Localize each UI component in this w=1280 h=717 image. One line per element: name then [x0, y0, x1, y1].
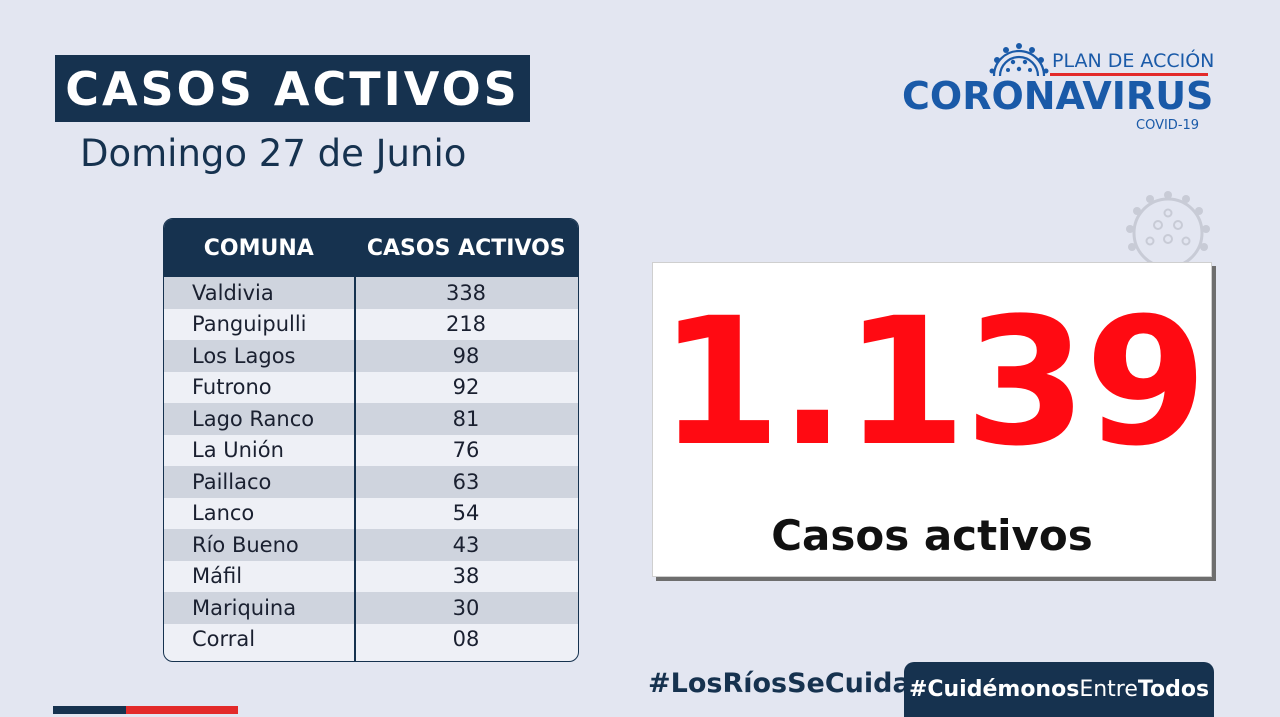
- comuna-cell: Futrono: [192, 375, 272, 400]
- casos-cell: 43: [452, 532, 480, 557]
- cases-table: COMUNA CASOS ACTIVOS Valdivia 338 Pangui…: [163, 218, 579, 662]
- comuna-cell: Valdivia: [192, 280, 274, 305]
- casos-cell: 338: [445, 280, 487, 305]
- hashtag-cuidemonos: #CuidémonosEntreTodos: [909, 677, 1209, 702]
- casos-cell: 08: [452, 627, 480, 652]
- logo-red-line: [1050, 73, 1208, 76]
- table-row: Lago Ranco 81: [164, 403, 578, 435]
- table-row: Corral 08: [164, 624, 578, 656]
- table-row: Mariquina 30: [164, 592, 578, 624]
- header-casos-activos: CASOS ACTIVOS: [366, 235, 566, 261]
- total-cases-label: Casos activos: [771, 511, 1093, 560]
- comuna-cell: Río Bueno: [192, 532, 299, 557]
- hashtag-cuidemonos-box: #CuidémonosEntreTodos: [904, 662, 1214, 717]
- hashtag-los-rios: #LosRíosSeCuida: [648, 668, 911, 699]
- comuna-cell: La Unión: [192, 438, 284, 463]
- comuna-cell: Lago Ranco: [192, 406, 315, 431]
- coronavirus-logo: PLAN DE ACCIÓN CORONAVIRUS COVID-19: [900, 38, 1220, 138]
- comuna-cell: Mariquina: [192, 595, 297, 620]
- date-subtitle: Domingo 27 de Junio: [80, 132, 467, 175]
- casos-cell: 38: [452, 564, 480, 589]
- hashtag-part-todos: Todos: [1137, 677, 1210, 702]
- column-divider: [354, 219, 356, 661]
- table-row: Los Lagos 98: [164, 340, 578, 372]
- logo-covid-text: COVID-19: [1136, 118, 1200, 133]
- table-header: COMUNA CASOS ACTIVOS: [164, 219, 578, 277]
- footer-bar-red: [126, 706, 238, 714]
- casos-cell: 76: [452, 438, 480, 463]
- total-cases-value: 1.139: [658, 280, 1208, 485]
- casos-cell: 63: [452, 469, 480, 494]
- total-cases-card: 1.139 Casos activos: [652, 262, 1212, 577]
- comuna-cell: Panguipulli: [192, 312, 307, 337]
- comuna-cell: Paillaco: [192, 469, 272, 494]
- hashtag-part-cuidemonos: #Cuidémonos: [908, 677, 1080, 702]
- table-row: Río Bueno 43: [164, 529, 578, 561]
- coronavirus-icon: [989, 43, 1049, 77]
- casos-cell: 92: [452, 375, 480, 400]
- casos-cell: 30: [452, 595, 480, 620]
- title-banner: CASOS ACTIVOS: [55, 55, 530, 122]
- comuna-cell: Los Lagos: [192, 343, 296, 368]
- table-row: Valdivia 338: [164, 277, 578, 309]
- comuna-cell: Lanco: [192, 501, 255, 526]
- footer-bar-navy: [53, 706, 126, 714]
- table-row: Panguipulli 218: [164, 309, 578, 341]
- table-row: Futrono 92: [164, 372, 578, 404]
- hashtag-part-entre: Entre: [1079, 677, 1138, 702]
- comuna-cell: Máfil: [192, 564, 243, 589]
- page-title: CASOS ACTIVOS: [65, 61, 520, 116]
- casos-cell: 218: [445, 312, 487, 337]
- coronavirus-icon: [1126, 191, 1210, 265]
- logo-plan-text: PLAN DE ACCIÓN: [1052, 50, 1215, 72]
- table-row: Lanco 54: [164, 498, 578, 530]
- table-row: Máfil 38: [164, 561, 578, 593]
- casos-cell: 54: [452, 501, 480, 526]
- table-row: La Unión 76: [164, 435, 578, 467]
- header-comuna: COMUNA: [164, 219, 355, 277]
- casos-cell: 98: [452, 343, 480, 368]
- logo-coronavirus-text: CORONAVIRUS: [902, 74, 1214, 118]
- table-row: Paillaco 63: [164, 466, 578, 498]
- casos-cell: 81: [452, 406, 480, 431]
- comuna-cell: Corral: [192, 627, 256, 652]
